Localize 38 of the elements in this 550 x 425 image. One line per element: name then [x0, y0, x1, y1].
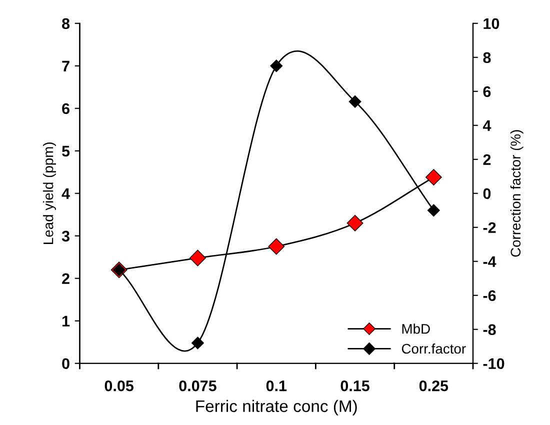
- x-axis-title: Ferric nitrate conc (M): [196, 400, 357, 416]
- y2-tick-label: 2: [483, 154, 491, 165]
- point: [191, 336, 204, 350]
- x-tick-label: 0.15: [340, 380, 370, 392]
- y2-tick-label: 8: [483, 52, 491, 64]
- y2-axis-title: Correction factor (%): [510, 130, 524, 257]
- y2-tick-label: -2: [483, 222, 496, 233]
- y2-tick-label: 4: [482, 120, 492, 131]
- legend-label: MbD: [402, 324, 430, 334]
- point: [425, 169, 442, 186]
- point: [427, 204, 440, 217]
- y2-tick-label: 0: [483, 188, 491, 200]
- point: [268, 238, 285, 255]
- y-tick-label: 5: [62, 146, 70, 157]
- y-tick-label: 8: [62, 18, 70, 30]
- y-tick-label: 0: [62, 358, 70, 370]
- y-tick-label: 3: [62, 230, 70, 242]
- point: [190, 250, 206, 266]
- y-tick-label: 4: [62, 188, 70, 199]
- y-tick-label: 1: [62, 316, 70, 326]
- y-tick-label: 7: [62, 60, 70, 72]
- point: [348, 95, 362, 108]
- point: [346, 214, 364, 232]
- y2-tick-label: 6: [483, 86, 491, 98]
- y2-tick-label: -8: [483, 324, 496, 336]
- y2-tick-label: -6: [483, 290, 496, 302]
- y-tick-label: 6: [62, 103, 70, 114]
- point: [270, 60, 283, 72]
- x-tick-label: 0.05: [104, 380, 134, 392]
- y-axis-title: Lead yield (ppm): [43, 142, 56, 244]
- y-tick-label: 2: [62, 273, 70, 284]
- y2-tick-label: -4: [483, 256, 496, 267]
- x-tick-label: 0.1: [266, 380, 287, 392]
- x-tick-label: 0.075: [179, 380, 216, 392]
- x-tick-label: 0.25: [419, 380, 448, 392]
- y2-tick-label: 10: [484, 18, 500, 30]
- legend-label: Corr.factor: [402, 344, 466, 354]
- y2-tick-label: -10: [483, 358, 504, 370]
